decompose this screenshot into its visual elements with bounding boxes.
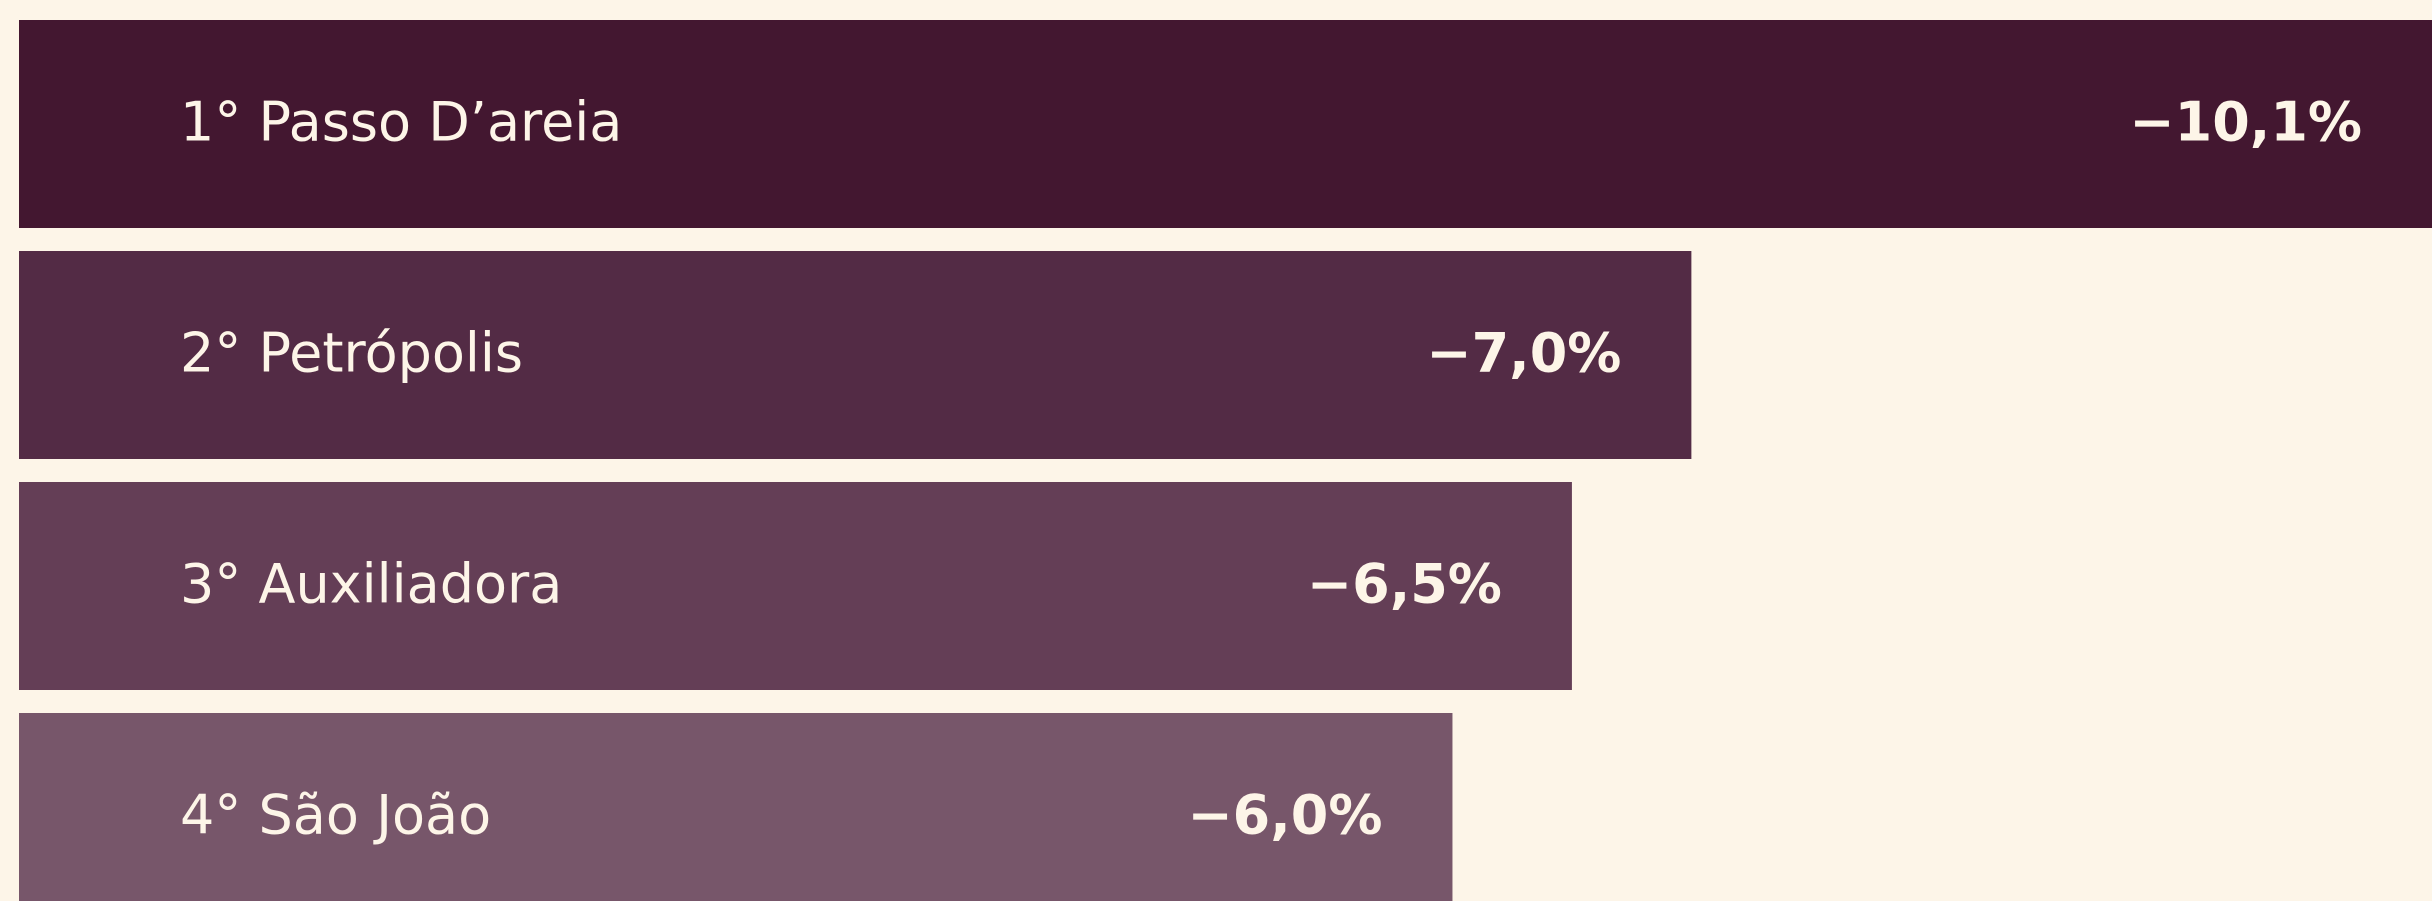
- value-label: −10,1%: [2129, 91, 2362, 154]
- bar: [19, 251, 1692, 459]
- value-label: −6,5%: [1307, 553, 1502, 616]
- bar: [19, 20, 2432, 228]
- category-label: 2° Petrópolis: [180, 322, 523, 385]
- category-label: 1° Passo D’areia: [180, 91, 622, 154]
- value-label: −6,0%: [1187, 784, 1382, 847]
- bar: [19, 482, 1572, 690]
- category-label: 3° Auxiliadora: [180, 553, 562, 616]
- value-label: −7,0%: [1426, 322, 1621, 385]
- category-label: 4° São João: [180, 784, 491, 847]
- bar: [19, 713, 1453, 901]
